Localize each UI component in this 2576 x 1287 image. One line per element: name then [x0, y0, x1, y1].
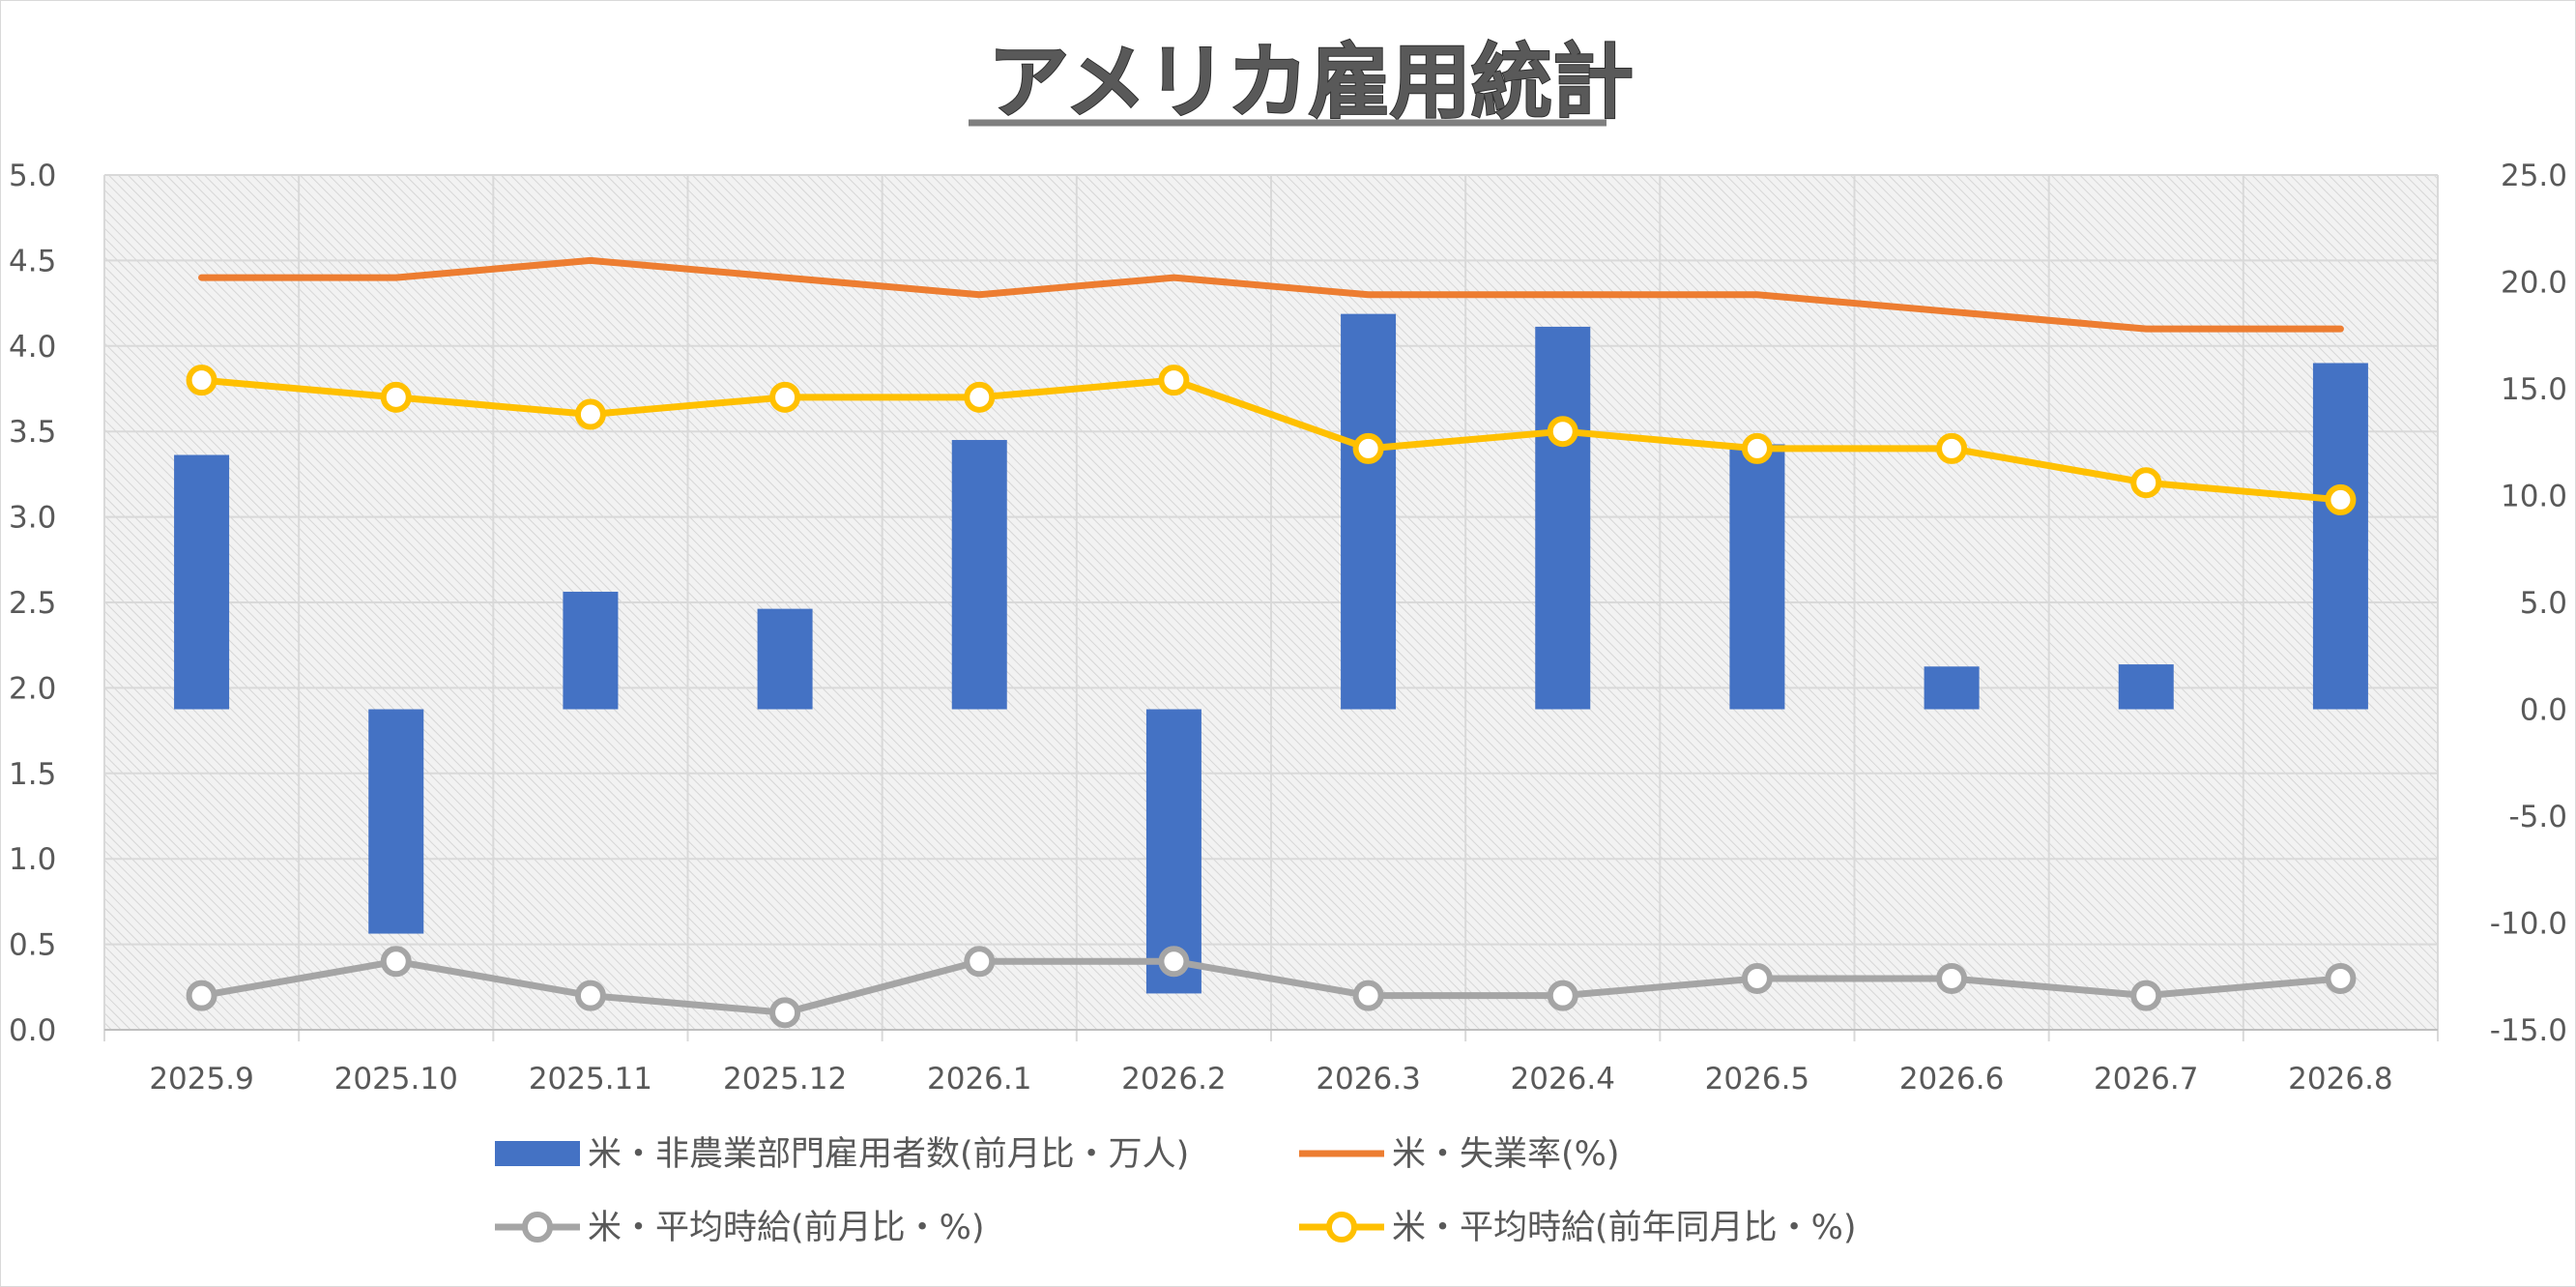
x-tick-label: 2026.6 [1899, 1062, 2004, 1097]
line-wage-mom-marker [1352, 980, 1384, 1011]
bar-nonfarm-payrolls [1341, 313, 1397, 710]
line-wage-yoy-marker [964, 381, 996, 413]
x-tick-label: 2026.7 [2094, 1062, 2198, 1097]
bar-nonfarm-payrolls [1535, 326, 1591, 710]
x-tick-label: 2026.5 [1705, 1062, 1809, 1097]
y-right-tick-label: -15.0 [2490, 1013, 2567, 1048]
line-wage-mom [198, 957, 2344, 1016]
x-tick-label: 2025.12 [723, 1062, 847, 1097]
y-right-tick-label: 25.0 [2501, 159, 2567, 193]
y-left-tick-label: 3.5 [9, 415, 56, 450]
line-wage-yoy-marker [769, 381, 801, 413]
x-tick-label: 2025.11 [529, 1062, 652, 1097]
bar-nonfarm-payrolls [951, 440, 1007, 710]
y-left-tick-label: 2.0 [9, 671, 56, 706]
legend-swatch-marker [1326, 1212, 1357, 1243]
line-wage-yoy-marker [574, 398, 606, 430]
y-right-tick-label: 15.0 [2501, 372, 2567, 407]
bar-nonfarm-payrolls [2118, 664, 2174, 710]
y-left-tick-label: 2.5 [9, 586, 56, 621]
y-left-tick-label: 4.0 [9, 330, 56, 365]
line-wage-yoy-marker [186, 365, 217, 396]
chart-title: アメリカ雇用統計 [988, 35, 1634, 130]
y-right-tick-label: 0.0 [2520, 693, 2567, 728]
x-tick-label: 2026.8 [2288, 1062, 2392, 1097]
x-tick-label: 2026.2 [1121, 1062, 1226, 1097]
y-left-tick-label: 0.0 [9, 1013, 56, 1048]
bar-series [174, 313, 2368, 994]
x-tick-label: 2026.3 [1316, 1062, 1420, 1097]
y-right-tick-label: 5.0 [2520, 586, 2567, 621]
bar-nonfarm-payrolls [2312, 363, 2368, 710]
y-right-tick-label: -10.0 [2490, 907, 2567, 942]
bar-nonfarm-payrolls [368, 709, 424, 934]
bar-nonfarm-payrolls [174, 454, 230, 710]
y-left-tick-label: 3.0 [9, 501, 56, 536]
line-wage-mom-marker [1741, 962, 1773, 994]
legend-label: 米・失業率(%) [1392, 1135, 1620, 1174]
line-wage-mom-marker [574, 980, 606, 1011]
line-wage-yoy-marker [1936, 432, 1968, 464]
line-wage-yoy-marker [380, 381, 412, 413]
line-wage-yoy-marker [1547, 416, 1578, 448]
y-left-tick-label: 5.0 [9, 159, 56, 193]
x-tick-label: 2025.10 [334, 1062, 458, 1097]
bar-nonfarm-payrolls [1729, 444, 1785, 710]
y-left-tick-label: 0.5 [9, 928, 56, 963]
line-wage-mom-marker [1158, 946, 1190, 978]
bar-nonfarm-payrolls [563, 591, 619, 710]
axes: 0.0 0.5 1.0 1.5 2.0 2.5 3.0 3.5 4.0 4.5 5.0 -15.0 -1… [9, 159, 2567, 1097]
legend: 米・非農業部門雇用者数(前月比・万人) 米・失業率(%) 米・平均時給(前月比・%)… [495, 1135, 1857, 1247]
line-wage-mom-marker [186, 980, 217, 1011]
line-wage-mom-marker [964, 946, 996, 978]
line-wage-mom-marker [1936, 962, 1968, 994]
line-wage-mom-marker [769, 997, 801, 1029]
x-tick-label: 2025.9 [149, 1062, 253, 1097]
line-wage-mom-marker [1547, 980, 1578, 1011]
y-right-tick-label: 20.0 [2501, 266, 2567, 301]
legend-swatch-marker [522, 1212, 553, 1243]
line-wage-yoy-marker [1158, 365, 1190, 396]
legend-label: 米・平均時給(前月比・%) [588, 1209, 985, 1247]
x-tick-label: 2026.4 [1511, 1062, 1615, 1097]
bar-nonfarm-payrolls [1924, 666, 1980, 710]
line-wage-yoy [198, 376, 2344, 504]
x-tick-label: 2026.1 [927, 1062, 1031, 1097]
line-wage-mom-marker [2325, 962, 2357, 994]
line-wage-mom-marker [2130, 980, 2162, 1011]
line-wage-mom-marker [380, 946, 412, 978]
line-wage-yoy-marker [2325, 483, 2357, 515]
line-series [186, 256, 2357, 1029]
legend-label: 米・非農業部門雇用者数(前月比・万人) [588, 1135, 1189, 1174]
line-wage-yoy-marker [2130, 467, 2162, 499]
y-left-tick-label: 1.0 [9, 842, 56, 877]
y-right-tick-label: -5.0 [2509, 800, 2568, 834]
gridlines [103, 174, 2439, 1041]
legend-label: 米・平均時給(前年同月比・%) [1392, 1209, 1857, 1247]
line-wage-yoy-marker [1352, 432, 1384, 464]
legend-swatch-bar [495, 1141, 580, 1166]
y-left-tick-label: 1.5 [9, 757, 56, 792]
line-unemployment-rate [198, 256, 2344, 333]
y-right-tick-label: 10.0 [2501, 480, 2567, 514]
bar-nonfarm-payrolls [757, 608, 813, 710]
y-left-tick-label: 4.5 [9, 244, 56, 278]
line-wage-yoy-marker [1741, 432, 1773, 464]
